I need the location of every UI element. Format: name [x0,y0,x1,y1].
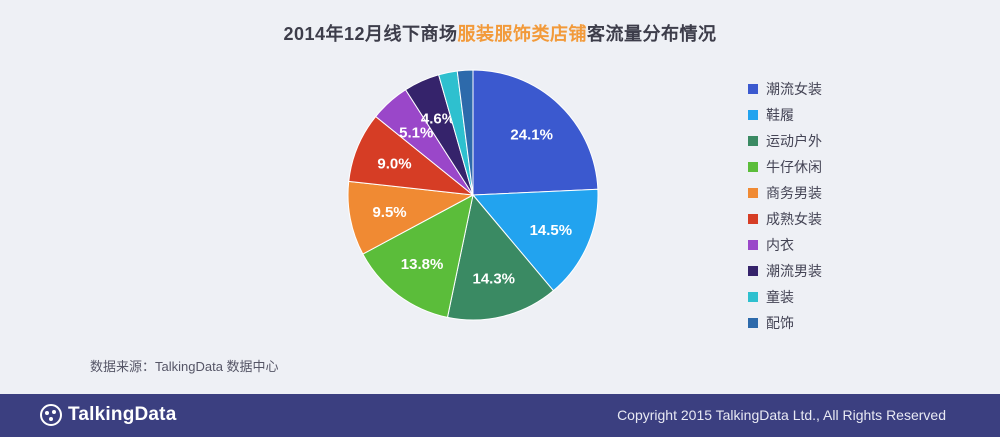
chart-title-highlight: 服装服饰类店铺 [457,24,588,44]
legend-item-1: 潮流女装 [748,76,822,102]
legend-label-9: 童装 [766,289,794,305]
legend-swatch-10 [748,318,758,328]
talkingdata-logo: TalkingData [40,404,176,426]
chart-title: 2014年12月线下商场服装服饰类店铺客流量分布情况 [0,20,1000,46]
logo-text: TalkingData [68,404,177,425]
legend-item-8: 潮流男装 [748,258,822,284]
chart-title-prefix: 2014年12月线下商场 [283,24,458,44]
pie-slice-3 [446,193,555,321]
legend-swatch-4 [748,162,758,172]
legend-swatch-1 [748,84,758,94]
pie-slice-5 [347,180,475,255]
legend-swatch-6 [748,214,758,224]
data-source-note: 数据来源：TalkingData 数据中心 [90,359,279,374]
pie-slice-label-1: 24.1% [510,127,553,144]
legend-label-5: 商务男装 [766,185,822,201]
legend-item-6: 成熟女装 [748,206,822,232]
pie-slice-label-2: 14.5% [530,222,573,239]
pie-slice-label-5: 9.5% [372,204,406,221]
legend-item-3: 运动户外 [748,128,822,154]
legend-swatch-2 [748,110,758,120]
legend-label-7: 内衣 [766,237,794,253]
legend-swatch-3 [748,136,758,146]
pie-slice-1 [472,69,599,196]
legend-item-4: 牛仔休闲 [748,154,822,180]
legend-item-7: 内衣 [748,232,822,258]
chart-title-suffix: 客流量分布情况 [587,24,717,44]
pie-slice-label-4: 13.8% [401,256,444,273]
footer-bar: TalkingData Copyright 2015 TalkingData L… [0,394,1000,437]
pie-slice-label-3: 14.3% [472,270,515,287]
legend-label-8: 潮流男装 [766,263,822,279]
pie-slice-10 [456,69,474,196]
legend-swatch-7 [748,240,758,250]
logo-icon [40,404,62,426]
legend-label-10: 配饰 [766,315,794,331]
legend-item-2: 鞋履 [748,102,822,128]
legend-label-2: 鞋履 [766,107,794,123]
legend-item-9: 童装 [748,284,822,310]
pie-slice-4 [362,194,474,318]
pie-slice-label-8: 4.6% [421,111,455,128]
pie-slice-2 [471,188,599,292]
legend-label-4: 牛仔休闲 [766,159,822,175]
legend-swatch-9 [748,292,758,302]
legend-label-1: 潮流女装 [766,81,822,97]
legend-swatch-8 [748,266,758,276]
legend-label-6: 成熟女装 [766,211,822,227]
chart-legend: 潮流女装鞋履运动户外牛仔休闲商务男装成熟女装内衣潮流男装童装配饰 [748,76,822,336]
legend-item-5: 商务男装 [748,180,822,206]
legend-item-10: 配饰 [748,310,822,336]
pie-slice-label-7: 5.1% [399,125,433,142]
legend-label-3: 运动户外 [766,133,822,149]
pie-slice-label-6: 9.0% [377,155,411,172]
legend-swatch-5 [748,188,758,198]
copyright-text: Copyright 2015 TalkingData Ltd., All Rig… [617,407,946,423]
